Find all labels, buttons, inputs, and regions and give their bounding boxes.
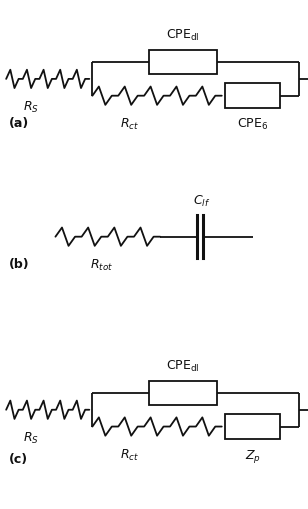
Text: $R_{ct}$: $R_{ct}$ <box>120 117 139 132</box>
Text: $C_{lf}$: $C_{lf}$ <box>193 193 210 209</box>
Text: $\mathrm{CPE_{dl}}$: $\mathrm{CPE_{dl}}$ <box>167 27 200 43</box>
Bar <box>225 83 280 108</box>
Bar <box>149 50 217 74</box>
Text: (c): (c) <box>9 453 28 466</box>
Text: (b): (b) <box>9 258 30 271</box>
Text: $Z_p$: $Z_p$ <box>245 448 261 465</box>
Text: (a): (a) <box>9 117 30 130</box>
Text: $R_S$: $R_S$ <box>23 431 39 446</box>
Text: $\mathrm{CPE_{dl}}$: $\mathrm{CPE_{dl}}$ <box>167 358 200 374</box>
Text: $R_{tot}$: $R_{tot}$ <box>90 258 113 273</box>
Bar <box>225 414 280 439</box>
Text: $R_S$: $R_S$ <box>23 100 39 116</box>
Text: $R_{ct}$: $R_{ct}$ <box>120 448 139 463</box>
Bar <box>149 381 217 405</box>
Text: $\mathrm{CPE_6}$: $\mathrm{CPE_6}$ <box>237 117 268 132</box>
